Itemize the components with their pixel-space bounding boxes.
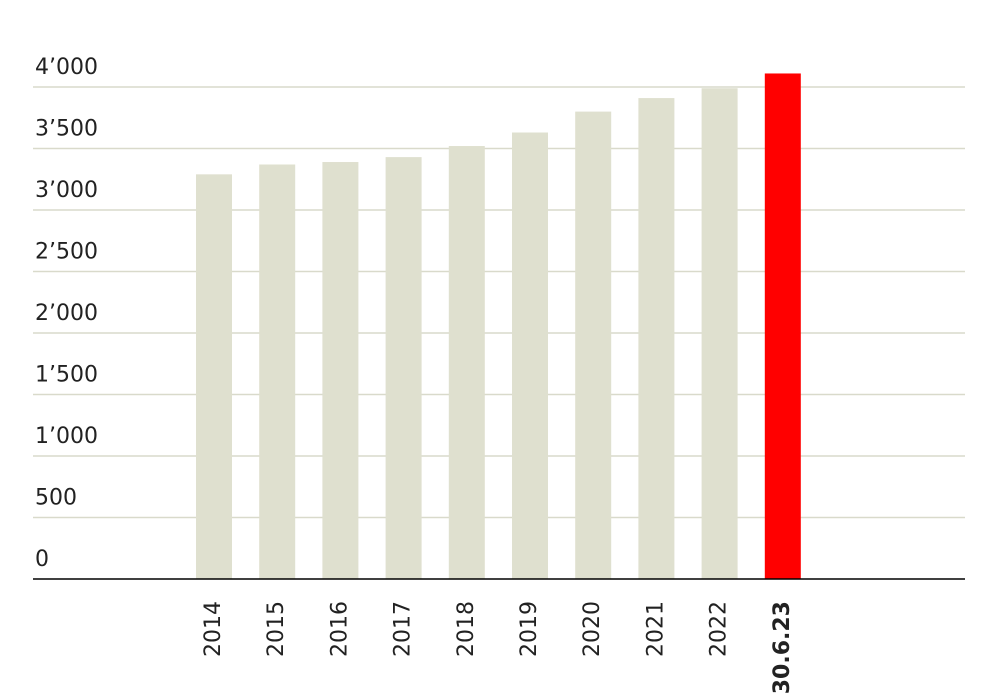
- y-tick-label: 2’500: [35, 240, 98, 265]
- bar: [448, 146, 485, 580]
- y-tick-label: 1’000: [35, 424, 98, 449]
- x-tick-label: 2017: [391, 601, 416, 657]
- x-tick-label: 30.6.23: [770, 601, 795, 694]
- x-tick-label: 2021: [643, 601, 668, 657]
- bar: [259, 164, 296, 580]
- bar: [575, 111, 612, 579]
- bar: [322, 162, 359, 579]
- x-tick-label: 2015: [264, 601, 289, 657]
- y-tick-label: 3’000: [35, 178, 98, 203]
- bar: [638, 98, 675, 579]
- x-tick-label: 2014: [201, 601, 226, 657]
- bar: [764, 73, 801, 579]
- x-tick-label: 2016: [327, 601, 352, 657]
- bar: [512, 132, 548, 579]
- bar: [196, 174, 232, 579]
- x-tick-label: 2018: [454, 601, 479, 657]
- y-tick-label: 2’000: [35, 301, 98, 326]
- y-tick-label: 0: [35, 547, 49, 572]
- x-tick-label: 2020: [580, 601, 605, 657]
- y-tick-label: 3’500: [35, 117, 98, 142]
- bar: [701, 88, 738, 579]
- x-tick-label: 2019: [517, 601, 542, 657]
- x-tick-label: 2022: [707, 601, 732, 657]
- y-tick-label: 500: [35, 486, 77, 511]
- y-tick-label: 1’500: [35, 363, 98, 388]
- bar: [385, 157, 422, 580]
- y-tick-label: 4’000: [35, 55, 98, 80]
